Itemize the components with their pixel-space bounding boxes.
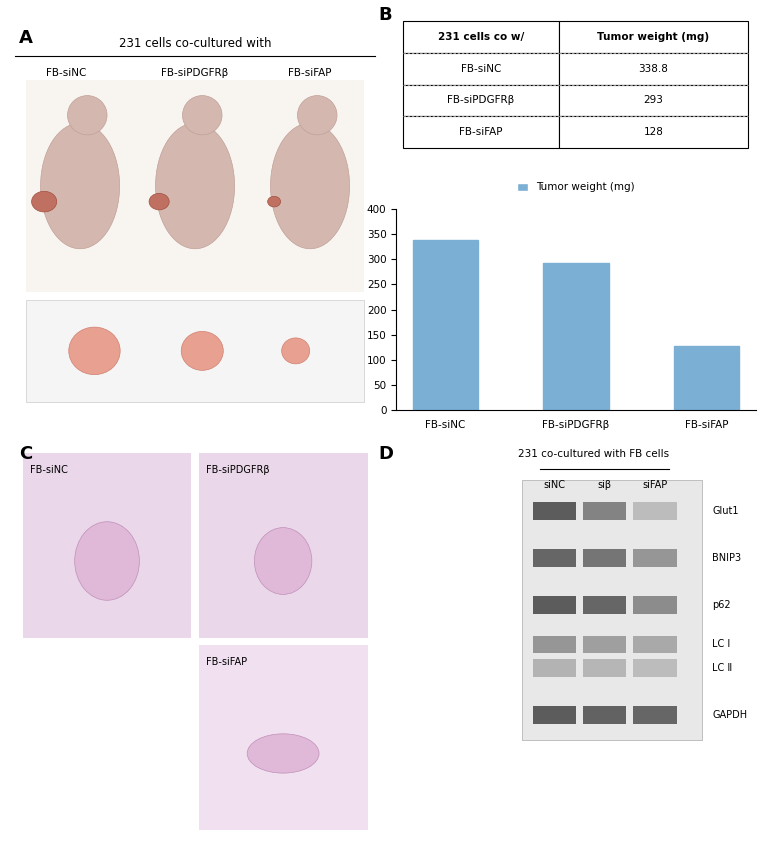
Bar <box>634 549 676 567</box>
Bar <box>533 706 576 724</box>
Text: siβ: siβ <box>598 481 611 490</box>
Text: 231 cells co-cultured with: 231 cells co-cultured with <box>119 37 271 49</box>
Bar <box>634 660 676 677</box>
Text: Tumor weight (mg): Tumor weight (mg) <box>598 31 709 42</box>
Text: B: B <box>379 6 392 25</box>
Ellipse shape <box>271 123 349 248</box>
Ellipse shape <box>254 528 311 594</box>
Bar <box>674 346 739 410</box>
Text: FB-siNC: FB-siNC <box>30 465 68 475</box>
Text: FB-siPDGFRβ: FB-siPDGFRβ <box>206 465 270 475</box>
Text: 128: 128 <box>644 127 664 137</box>
Ellipse shape <box>247 734 319 773</box>
Bar <box>199 645 368 830</box>
FancyBboxPatch shape <box>26 300 364 402</box>
Text: siFAP: siFAP <box>642 481 668 490</box>
Ellipse shape <box>75 522 140 600</box>
Bar <box>583 549 626 567</box>
Text: FB-siPDGFRβ: FB-siPDGFRβ <box>161 68 229 78</box>
Bar <box>199 453 368 637</box>
Text: FB-siFAP: FB-siFAP <box>288 68 332 78</box>
Ellipse shape <box>298 95 337 134</box>
Text: FB-siNC: FB-siNC <box>461 64 501 74</box>
Text: C: C <box>19 445 32 463</box>
Bar <box>583 636 626 654</box>
Bar <box>634 706 676 724</box>
Bar <box>533 636 576 654</box>
Bar <box>533 660 576 677</box>
Legend: Tumor weight (mg): Tumor weight (mg) <box>513 179 639 197</box>
Text: FB-siFAP: FB-siFAP <box>460 127 503 137</box>
Text: siNC: siNC <box>544 481 565 490</box>
Text: LC Ⅱ: LC Ⅱ <box>712 663 732 673</box>
Bar <box>634 502 676 520</box>
Text: GAPDH: GAPDH <box>712 711 748 720</box>
Bar <box>583 660 626 677</box>
Ellipse shape <box>268 197 281 207</box>
Ellipse shape <box>68 95 107 134</box>
Bar <box>544 263 608 410</box>
Text: FB-siPDGFRβ: FB-siPDGFRβ <box>447 95 515 106</box>
Bar <box>22 453 191 637</box>
Ellipse shape <box>156 123 234 248</box>
Bar <box>533 597 576 614</box>
Text: FB-siNC: FB-siNC <box>45 68 86 78</box>
Text: LC Ⅰ: LC Ⅰ <box>712 639 731 649</box>
Ellipse shape <box>69 327 120 374</box>
Text: 338.8: 338.8 <box>638 64 668 74</box>
Bar <box>412 240 478 410</box>
Ellipse shape <box>181 331 224 370</box>
Text: 231 co-cultured with FB cells: 231 co-cultured with FB cells <box>518 449 669 459</box>
Bar <box>583 706 626 724</box>
Text: Glut1: Glut1 <box>712 506 739 516</box>
Text: 231 cells co w/: 231 cells co w/ <box>438 31 524 42</box>
FancyBboxPatch shape <box>26 80 364 292</box>
Text: 293: 293 <box>644 95 664 106</box>
Text: p62: p62 <box>712 600 731 610</box>
Text: BNIP3: BNIP3 <box>712 553 742 563</box>
Ellipse shape <box>183 95 222 134</box>
Bar <box>533 502 576 520</box>
Bar <box>522 481 702 740</box>
Bar <box>583 502 626 520</box>
Text: D: D <box>379 445 393 463</box>
Bar <box>583 597 626 614</box>
Bar <box>634 597 676 614</box>
Text: A: A <box>19 29 33 47</box>
Ellipse shape <box>41 123 120 248</box>
Bar <box>533 549 576 567</box>
Ellipse shape <box>32 191 57 212</box>
Bar <box>634 636 676 654</box>
Text: FB-siFAP: FB-siFAP <box>206 657 247 667</box>
Ellipse shape <box>281 338 310 364</box>
Ellipse shape <box>149 193 169 210</box>
